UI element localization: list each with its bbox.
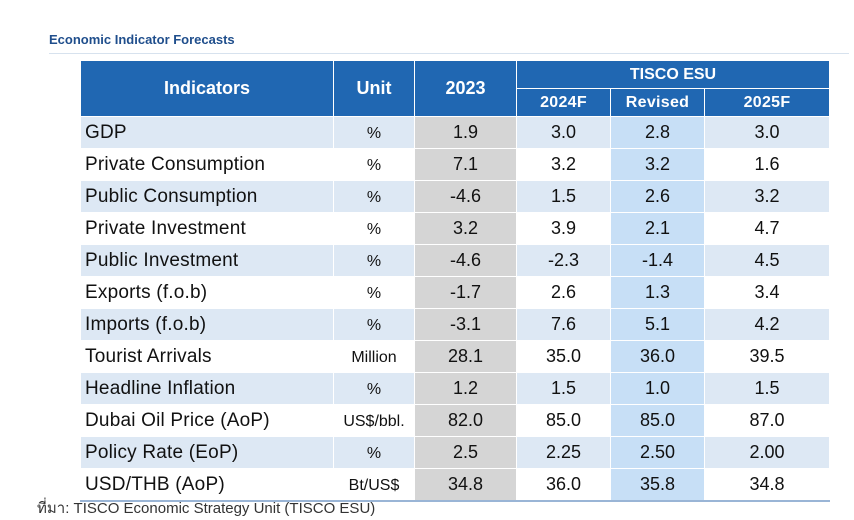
table-row: Dubai Oil Price (AoP) US$/bbl. 82.0 85.0…	[80, 404, 830, 437]
cell-2025f: 4.5	[704, 244, 830, 277]
table-row: Policy Rate (EoP) % 2.5 2.25 2.50 2.00	[80, 436, 830, 469]
cell-indicator: Public Investment	[80, 244, 334, 277]
cell-unit: Bt/US$	[333, 468, 415, 502]
table-row: Public Investment % -4.6 -2.3 -1.4 4.5	[80, 244, 830, 277]
cell-indicator: Headline Inflation	[80, 372, 334, 405]
cell-revised: 2.1	[610, 212, 705, 245]
cell-revised: 3.2	[610, 148, 705, 181]
cell-2025f: 3.4	[704, 276, 830, 309]
cell-revised: 2.6	[610, 180, 705, 213]
cell-2025f: 4.2	[704, 308, 830, 341]
cell-revised: 2.50	[610, 436, 705, 469]
cell-2024f: -2.3	[516, 244, 611, 277]
cell-unit: Million	[333, 340, 415, 373]
cell-2023: -1.7	[414, 276, 517, 309]
table-row: Private Investment % 3.2 3.9 2.1 4.7	[80, 212, 830, 245]
cell-2025f: 1.6	[704, 148, 830, 181]
cell-revised: 5.1	[610, 308, 705, 341]
table-row: Tourist Arrivals Million 28.1 35.0 36.0 …	[80, 340, 830, 373]
cell-unit: %	[333, 148, 415, 181]
forecast-table: Indicators Unit 2023 TISCO ESU 2024F Rev…	[80, 60, 830, 502]
cell-2024f: 7.6	[516, 308, 611, 341]
cell-unit: %	[333, 436, 415, 469]
cell-revised: 35.8	[610, 468, 705, 502]
table-row: Exports (f.o.b) % -1.7 2.6 1.3 3.4	[80, 276, 830, 309]
cell-2024f: 36.0	[516, 468, 611, 502]
cell-indicator: Policy Rate (EoP)	[80, 436, 334, 469]
cell-2025f: 3.2	[704, 180, 830, 213]
cell-2023: 28.1	[414, 340, 517, 373]
cell-indicator: Imports (f.o.b)	[80, 308, 334, 341]
cell-2023: 82.0	[414, 404, 517, 437]
cell-2025f: 39.5	[704, 340, 830, 373]
header-tisco-esu: TISCO ESU	[516, 60, 830, 89]
cell-unit: %	[333, 308, 415, 341]
cell-2025f: 3.0	[704, 116, 830, 149]
cell-indicator: Exports (f.o.b)	[80, 276, 334, 309]
cell-2023: 1.9	[414, 116, 517, 149]
cell-indicator: Private Consumption	[80, 148, 334, 181]
header-indicators: Indicators	[80, 60, 334, 117]
header-2025f: 2025F	[704, 88, 830, 117]
page-title: Economic Indicator Forecasts	[49, 32, 235, 47]
cell-2024f: 85.0	[516, 404, 611, 437]
cell-unit: %	[333, 180, 415, 213]
cell-indicator: GDP	[80, 116, 334, 149]
table-row: USD/THB (AoP) Bt/US$ 34.8 36.0 35.8 34.8	[80, 468, 830, 502]
cell-indicator: USD/THB (AoP)	[80, 468, 334, 502]
cell-indicator: Private Investment	[80, 212, 334, 245]
cell-revised: 2.8	[610, 116, 705, 149]
cell-2023: 7.1	[414, 148, 517, 181]
cell-unit: %	[333, 212, 415, 245]
header-2023: 2023	[414, 60, 517, 117]
header-2024f: 2024F	[516, 88, 611, 117]
table-row: Public Consumption % -4.6 1.5 2.6 3.2	[80, 180, 830, 213]
cell-2025f: 1.5	[704, 372, 830, 405]
table-row: Private Consumption % 7.1 3.2 3.2 1.6	[80, 148, 830, 181]
cell-2025f: 4.7	[704, 212, 830, 245]
cell-unit: %	[333, 372, 415, 405]
cell-2025f: 34.8	[704, 468, 830, 502]
cell-unit: %	[333, 116, 415, 149]
cell-unit: US$/bbl.	[333, 404, 415, 437]
cell-2023: -4.6	[414, 180, 517, 213]
cell-2024f: 2.6	[516, 276, 611, 309]
table-row: GDP % 1.9 3.0 2.8 3.0	[80, 116, 830, 149]
cell-2023: 1.2	[414, 372, 517, 405]
cell-2023: 34.8	[414, 468, 517, 502]
table-row: Imports (f.o.b) % -3.1 7.6 5.1 4.2	[80, 308, 830, 341]
cell-2024f: 2.25	[516, 436, 611, 469]
cell-2024f: 35.0	[516, 340, 611, 373]
cell-revised: 1.0	[610, 372, 705, 405]
source-note: ที่มา: TISCO Economic Strategy Unit (TIS…	[37, 500, 376, 517]
cell-2023: -3.1	[414, 308, 517, 341]
cell-indicator: Dubai Oil Price (AoP)	[80, 404, 334, 437]
cell-indicator: Tourist Arrivals	[80, 340, 334, 373]
cell-revised: -1.4	[610, 244, 705, 277]
cell-2023: 2.5	[414, 436, 517, 469]
cell-2024f: 3.2	[516, 148, 611, 181]
table-row: Headline Inflation % 1.2 1.5 1.0 1.5	[80, 372, 830, 405]
cell-revised: 85.0	[610, 404, 705, 437]
cell-2024f: 3.9	[516, 212, 611, 245]
cell-revised: 1.3	[610, 276, 705, 309]
cell-2024f: 1.5	[516, 180, 611, 213]
cell-2025f: 2.00	[704, 436, 830, 469]
cell-2023: -4.6	[414, 244, 517, 277]
cell-2024f: 1.5	[516, 372, 611, 405]
header-revised: Revised	[610, 88, 705, 117]
cell-2023: 3.2	[414, 212, 517, 245]
cell-revised: 36.0	[610, 340, 705, 373]
title-divider	[49, 53, 849, 54]
cell-2025f: 87.0	[704, 404, 830, 437]
cell-indicator: Public Consumption	[80, 180, 334, 213]
header-unit: Unit	[333, 60, 415, 117]
cell-unit: %	[333, 244, 415, 277]
table-body: GDP % 1.9 3.0 2.8 3.0 Private Consumptio…	[80, 116, 830, 502]
cell-2024f: 3.0	[516, 116, 611, 149]
cell-unit: %	[333, 276, 415, 309]
